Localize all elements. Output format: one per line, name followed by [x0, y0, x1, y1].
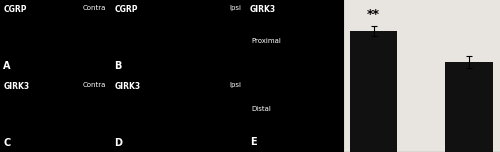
Text: **: **: [367, 8, 380, 21]
Text: GIRK3: GIRK3: [250, 5, 276, 14]
Bar: [350, 31, 398, 152]
Text: Contra: Contra: [82, 5, 106, 11]
Text: Distal: Distal: [252, 106, 272, 112]
Text: E: E: [250, 137, 256, 147]
Text: Ipsi: Ipsi: [230, 82, 241, 88]
Text: Ipsi: Ipsi: [230, 5, 241, 11]
Text: Contra: Contra: [82, 82, 106, 88]
Bar: [445, 62, 493, 152]
Text: Proximal: Proximal: [252, 38, 282, 44]
Text: CGRP: CGRP: [114, 5, 138, 14]
Text: GIRK3: GIRK3: [114, 82, 140, 91]
Text: CGRP: CGRP: [4, 5, 27, 14]
Text: D: D: [114, 138, 122, 148]
Text: GIRK3: GIRK3: [4, 82, 30, 91]
Y-axis label: Gray levels: Gray levels: [314, 50, 323, 102]
Text: C: C: [4, 138, 10, 148]
Text: B: B: [114, 62, 122, 71]
Text: A: A: [4, 62, 11, 71]
